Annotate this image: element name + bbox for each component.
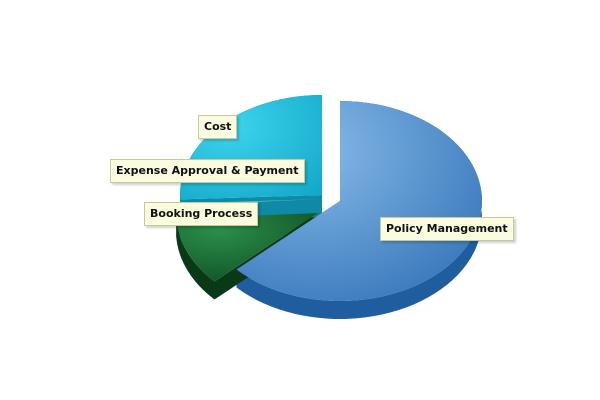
pie-slice-side-booking-process xyxy=(176,219,215,300)
pie-slice-booking-process[interactable] xyxy=(176,213,318,282)
slice-label-booking-process: Booking Process xyxy=(144,202,259,226)
pie-slice-policy-management[interactable] xyxy=(236,101,482,301)
pie-slice-cost[interactable] xyxy=(180,95,322,200)
pie-slice-side-policy-management xyxy=(236,101,482,319)
slice-label-policy-management: Policy Management xyxy=(380,217,514,241)
slice-label-expense-approval-payment: Expense Approval & Payment xyxy=(110,159,305,183)
slice-label-cost: Cost xyxy=(198,115,238,139)
